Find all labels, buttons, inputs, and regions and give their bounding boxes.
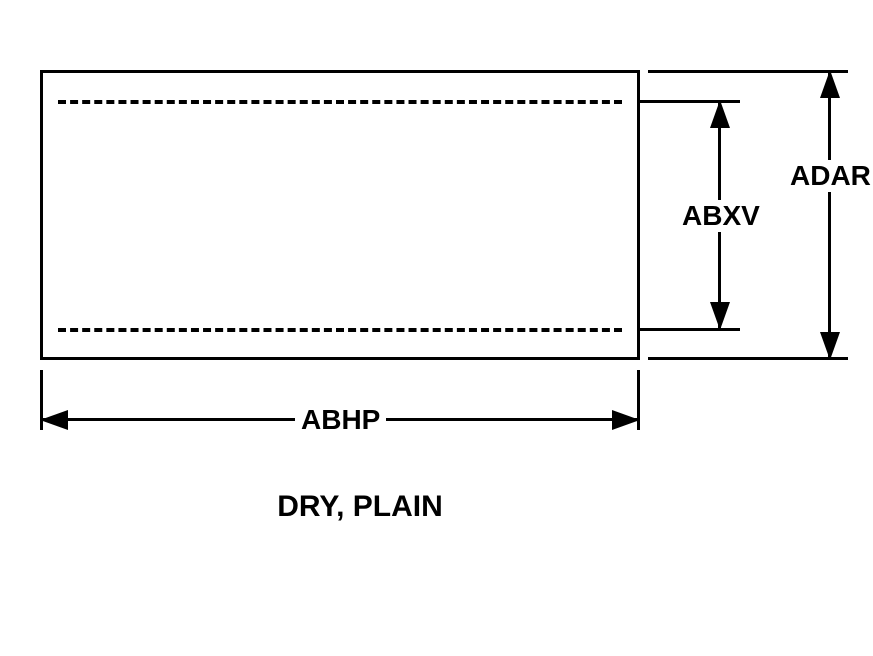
adar-arrow-down: [820, 332, 840, 360]
adar-label: ADAR: [784, 160, 873, 192]
adar-line: [828, 70, 831, 360]
abxv-arrow-up: [710, 100, 730, 128]
outer-rectangle: [40, 70, 640, 360]
diagram-title: DRY, PLAIN: [240, 490, 480, 524]
abxv-arrow-down: [710, 302, 730, 330]
adar-ext-bottom: [648, 357, 848, 360]
abxv-label: ABXV: [676, 200, 766, 232]
inner-dashed-top: [58, 100, 622, 104]
diagram-container: ABHP ABXV ADAR DRY, PLAIN: [40, 70, 830, 620]
abhp-label: ABHP: [295, 404, 386, 436]
abhp-arrow-right: [612, 410, 640, 430]
adar-arrow-up: [820, 70, 840, 98]
adar-ext-top: [648, 70, 848, 73]
inner-dashed-bottom: [58, 328, 622, 332]
abhp-arrow-left: [40, 410, 68, 430]
